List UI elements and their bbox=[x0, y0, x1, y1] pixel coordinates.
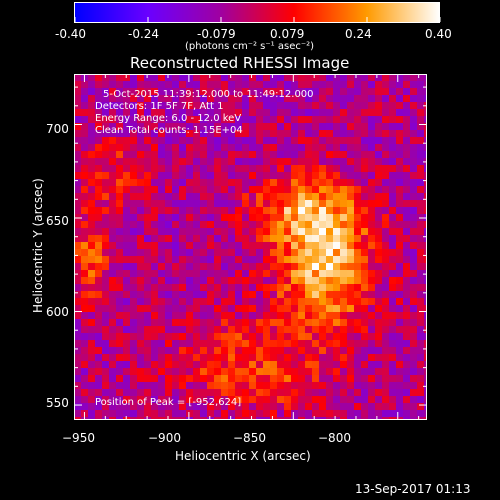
x-tick-label: −950 bbox=[62, 431, 95, 445]
annotation-line: Energy Range: 6.0 - 12.0 keV bbox=[95, 113, 242, 124]
x-tick-label: −850 bbox=[233, 431, 266, 445]
axis-ticks bbox=[74, 17, 441, 420]
colorbar-tick-label: 0.24 bbox=[345, 27, 372, 41]
annotation-line: Detectors: 1F 5F 7F, Att 1 bbox=[95, 101, 224, 112]
chart-title: Reconstructed RHESSI Image bbox=[130, 54, 350, 72]
peak-position-label: Position of Peak = [-952,624] bbox=[95, 397, 242, 408]
x-tick-label: −900 bbox=[148, 431, 181, 445]
colorbar-tick-label: 0.079 bbox=[270, 27, 305, 41]
colorbar-tick-label: -0.079 bbox=[197, 27, 236, 41]
y-tick-label: 600 bbox=[46, 305, 69, 319]
y-tick-label: 550 bbox=[46, 396, 69, 410]
colorbar bbox=[75, 3, 440, 23]
annotation-line: Clean Total counts: 1.15E+04 bbox=[95, 125, 243, 136]
heatmap-image bbox=[74, 74, 427, 420]
colorbar-unit-label: (photons cm⁻² s⁻¹ asec⁻²) bbox=[185, 41, 315, 52]
colorbar-tick-label: -0.24 bbox=[128, 27, 160, 41]
y-tick-label: 650 bbox=[46, 214, 69, 228]
annotation-line: 5-Oct-2015 11:39:12.000 to 11:49:12.000 bbox=[103, 89, 314, 100]
colorbar-tick-label: -0.40 bbox=[55, 27, 87, 41]
x-axis-label: Heliocentric X (arcsec) bbox=[175, 449, 311, 463]
colorbar-tick-label: 0.40 bbox=[425, 27, 452, 41]
timestamp: 13-Sep-2017 01:13 bbox=[355, 482, 471, 496]
y-axis-label: Heliocentric Y (arcsec) bbox=[31, 178, 45, 313]
y-tick-label: 700 bbox=[46, 122, 69, 136]
x-tick-label: −800 bbox=[318, 431, 351, 445]
